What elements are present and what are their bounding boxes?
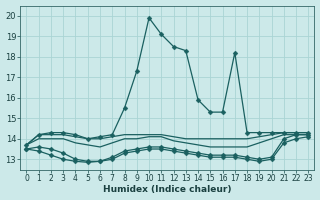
X-axis label: Humidex (Indice chaleur): Humidex (Indice chaleur) xyxy=(103,185,232,194)
